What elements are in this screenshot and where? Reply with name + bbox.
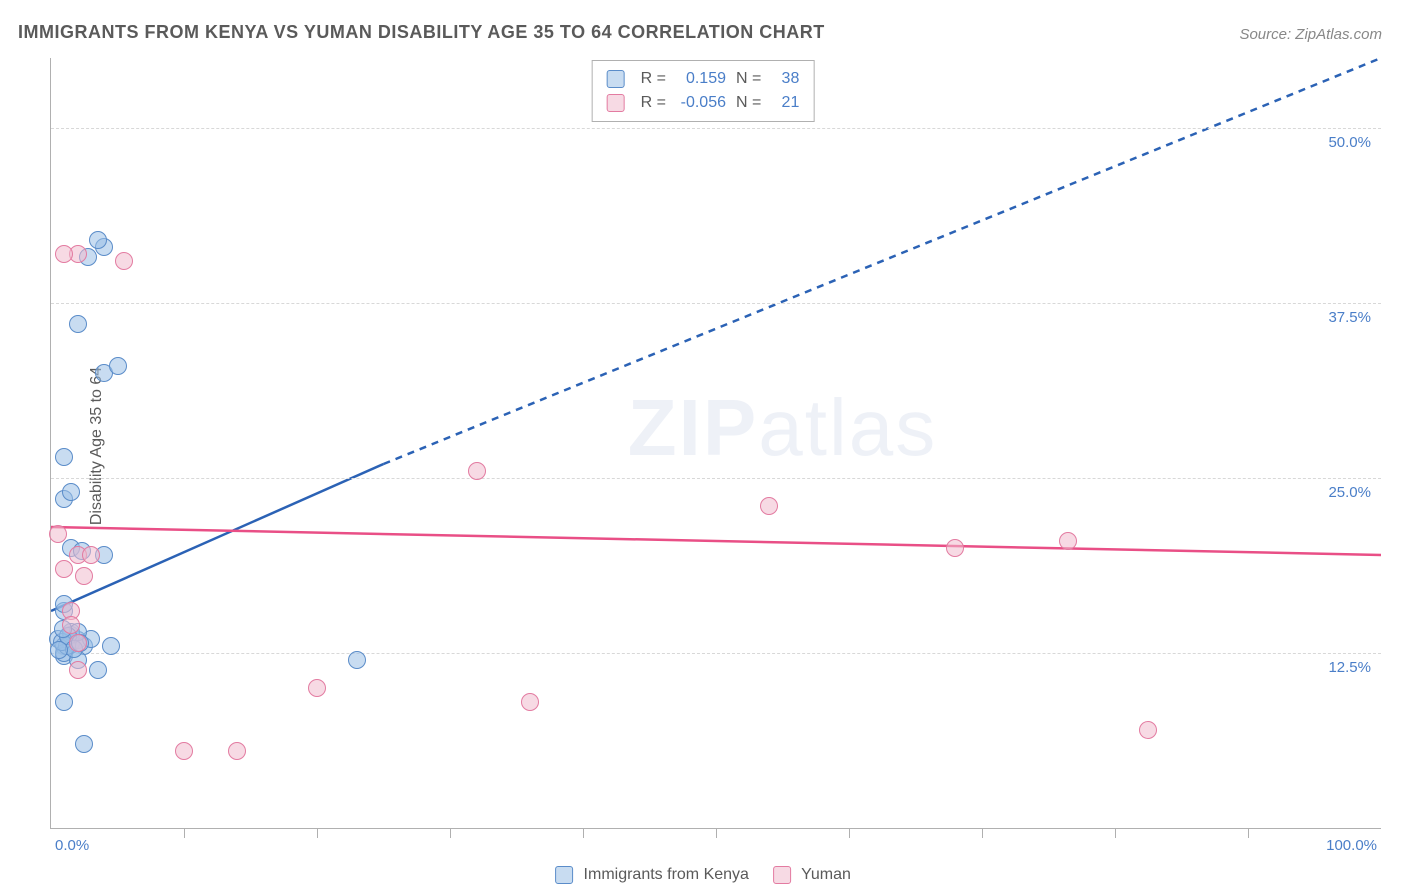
gridline bbox=[51, 478, 1381, 479]
watermark-rest: atlas bbox=[758, 383, 937, 472]
data-point bbox=[228, 742, 246, 760]
data-point bbox=[55, 560, 73, 578]
x-tick-label-right: 100.0% bbox=[1326, 837, 1377, 854]
gridline bbox=[51, 128, 1381, 129]
data-point bbox=[69, 315, 87, 333]
data-point bbox=[75, 735, 93, 753]
data-point bbox=[69, 661, 87, 679]
x-tick bbox=[317, 828, 318, 838]
x-tick bbox=[982, 828, 983, 838]
data-point bbox=[102, 637, 120, 655]
watermark: ZIPatlas bbox=[628, 382, 937, 474]
x-tick bbox=[849, 828, 850, 838]
y-tick-label: 37.5% bbox=[1328, 309, 1371, 326]
data-point bbox=[760, 497, 778, 515]
y-tick-label: 12.5% bbox=[1328, 659, 1371, 676]
x-tick bbox=[1115, 828, 1116, 838]
x-tick bbox=[716, 828, 717, 838]
data-point bbox=[175, 742, 193, 760]
data-point bbox=[1059, 532, 1077, 550]
regression-lines bbox=[51, 58, 1381, 828]
data-point bbox=[55, 245, 73, 263]
data-point bbox=[89, 231, 107, 249]
data-point bbox=[62, 483, 80, 501]
data-point bbox=[75, 567, 93, 585]
chart-title: IMMIGRANTS FROM KENYA VS YUMAN DISABILIT… bbox=[18, 22, 825, 43]
x-tick bbox=[583, 828, 584, 838]
data-point bbox=[50, 641, 68, 659]
x-tick bbox=[184, 828, 185, 838]
data-point bbox=[308, 679, 326, 697]
data-point bbox=[521, 693, 539, 711]
y-tick-label: 50.0% bbox=[1328, 134, 1371, 151]
data-point bbox=[49, 525, 67, 543]
x-tick-label-left: 0.0% bbox=[55, 837, 89, 854]
data-point bbox=[62, 616, 80, 634]
data-point bbox=[468, 462, 486, 480]
y-tick-label: 25.0% bbox=[1328, 484, 1371, 501]
data-point bbox=[109, 357, 127, 375]
swatch-pink-icon bbox=[773, 866, 791, 884]
plot-area: ZIPatlas 12.5%25.0%37.5%50.0%0.0%100.0% bbox=[50, 58, 1381, 829]
data-point bbox=[69, 634, 87, 652]
chart-container: IMMIGRANTS FROM KENYA VS YUMAN DISABILIT… bbox=[0, 0, 1406, 892]
data-point bbox=[55, 693, 73, 711]
data-point bbox=[55, 448, 73, 466]
regression-line bbox=[384, 58, 1382, 464]
data-point bbox=[89, 661, 107, 679]
x-tick bbox=[1248, 828, 1249, 838]
data-point bbox=[1139, 721, 1157, 739]
data-point bbox=[946, 539, 964, 557]
data-point bbox=[115, 252, 133, 270]
regression-line bbox=[51, 464, 384, 611]
regression-line bbox=[51, 527, 1381, 555]
legend-label-yuman: Yuman bbox=[801, 866, 851, 883]
watermark-bold: ZIP bbox=[628, 383, 758, 472]
legend-item-yuman: Yuman bbox=[773, 866, 851, 884]
legend-item-kenya: Immigrants from Kenya bbox=[555, 866, 749, 884]
source-attribution: Source: ZipAtlas.com bbox=[1239, 26, 1382, 43]
series-legend: Immigrants from Kenya Yuman bbox=[555, 866, 851, 884]
x-tick bbox=[450, 828, 451, 838]
data-point bbox=[348, 651, 366, 669]
legend-label-kenya: Immigrants from Kenya bbox=[584, 866, 749, 883]
data-point bbox=[82, 546, 100, 564]
gridline bbox=[51, 303, 1381, 304]
swatch-blue-icon bbox=[555, 866, 573, 884]
gridline bbox=[51, 653, 1381, 654]
